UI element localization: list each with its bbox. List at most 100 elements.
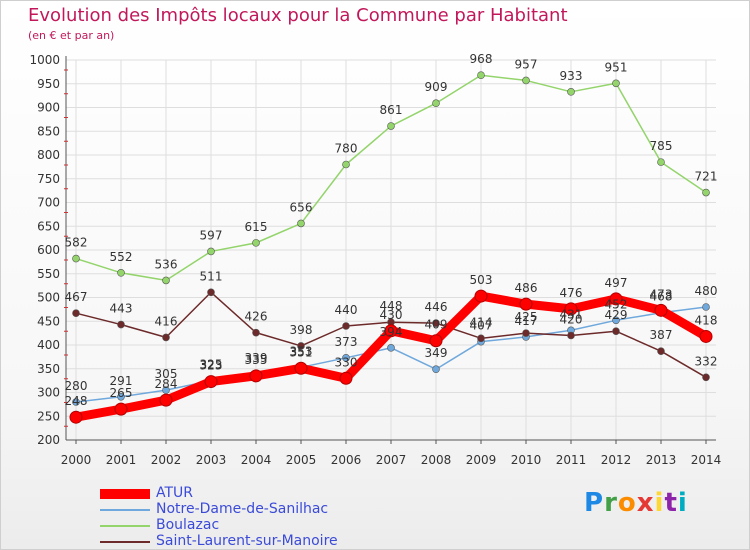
y-tick-label: 250 <box>37 409 60 423</box>
data-label-atur: 486 <box>515 281 538 295</box>
data-label-notre-dame-de-sanilhac: 280 <box>65 379 88 393</box>
data-point-atur <box>519 297 533 311</box>
data-point-saint-laurent-sur-manoire <box>522 329 530 337</box>
data-point-saint-laurent-sur-manoire <box>252 328 260 337</box>
data-label-boulazac: 615 <box>245 220 268 234</box>
data-point-boulazac <box>297 219 305 228</box>
logo-letter: x <box>636 488 655 518</box>
data-label-atur: 409 <box>425 318 448 332</box>
data-point-atur <box>699 329 713 343</box>
data-point-atur <box>294 361 308 375</box>
data-label-notre-dame-de-sanilhac: 291 <box>110 374 133 388</box>
data-point-notre-dame-de-sanilhac <box>72 398 80 406</box>
data-point-boulazac <box>117 268 125 277</box>
y-tick-label: 600 <box>37 243 60 257</box>
data-label-notre-dame-de-sanilhac: 394 <box>380 325 403 339</box>
data-label-boulazac: 933 <box>560 69 583 83</box>
data-label-atur: 476 <box>560 286 583 300</box>
x-tick-label: 2005 <box>286 453 317 467</box>
data-label-saint-laurent-sur-manoire: 467 <box>65 290 88 304</box>
data-point-saint-laurent-sur-manoire <box>117 320 125 329</box>
legend-label-notre-dame-de-sanilhac: Notre-Dame-de-Sanilhac <box>156 501 329 517</box>
data-point-saint-laurent-sur-manoire <box>162 333 170 342</box>
legend-item-notre-dame-de-sanilhac: Notre-Dame-de-Sanilhac <box>100 501 420 518</box>
data-point-notre-dame-de-sanilhac <box>432 365 440 374</box>
y-tick-label: 1000 <box>29 53 60 67</box>
data-point-atur <box>429 334 443 348</box>
data-label-saint-laurent-sur-manoire: 420 <box>560 313 583 327</box>
legend-swatch-saint-laurent-sur-manoire <box>100 541 150 543</box>
data-label-atur: 497 <box>605 276 628 290</box>
legend-swatch-boulazac <box>100 525 150 527</box>
data-label-boulazac: 968 <box>470 52 493 66</box>
proxiti-logo: Proxiti <box>584 488 688 518</box>
data-label-atur: 473 <box>650 287 673 301</box>
data-label-notre-dame-de-sanilhac: 305 <box>155 367 178 381</box>
data-label-atur: 284 <box>155 377 178 391</box>
data-label-notre-dame-de-sanilhac: 325 <box>200 358 223 372</box>
x-tick-label: 2006 <box>331 453 362 467</box>
data-label-saint-laurent-sur-manoire: 440 <box>335 303 358 317</box>
chart-title: Evolution des Impôts locaux pour la Comm… <box>28 5 568 26</box>
data-point-saint-laurent-sur-manoire <box>567 331 575 340</box>
data-label-atur: 351 <box>290 345 313 359</box>
y-tick-label: 800 <box>37 148 60 162</box>
x-tick-label: 2004 <box>241 453 272 467</box>
data-point-boulazac <box>702 188 710 197</box>
y-tick-label: 200 <box>37 433 60 447</box>
data-label-saint-laurent-sur-manoire: 426 <box>245 310 268 324</box>
data-point-boulazac <box>387 122 395 130</box>
data-point-notre-dame-de-sanilhac <box>612 316 620 325</box>
legend-label-saint-laurent-sur-manoire: Saint-Laurent-sur-Manoire <box>156 533 338 549</box>
data-label-notre-dame-de-sanilhac: 339 <box>245 351 268 365</box>
data-label-atur: 248 <box>65 394 88 408</box>
data-label-saint-laurent-sur-manoire: 446 <box>425 300 448 314</box>
legend-label-atur: ATUR <box>156 485 194 501</box>
data-label-atur: 265 <box>110 386 133 400</box>
data-point-boulazac <box>612 79 620 88</box>
data-point-notre-dame-de-sanilhac <box>387 344 395 352</box>
x-tick-label: 2011 <box>556 453 587 467</box>
data-point-atur <box>159 393 173 407</box>
data-label-atur: 330 <box>335 355 358 369</box>
data-point-atur <box>69 410 83 424</box>
data-point-boulazac <box>162 276 170 285</box>
x-tick-label: 2010 <box>511 453 542 467</box>
data-label-notre-dame-de-sanilhac: 407 <box>470 319 493 333</box>
data-label-boulazac: 780 <box>335 142 358 156</box>
x-tick-label: 2003 <box>196 453 227 467</box>
data-point-boulazac <box>477 71 485 79</box>
data-label-boulazac: 597 <box>200 228 223 242</box>
x-tick-label: 2007 <box>376 453 407 467</box>
data-point-saint-laurent-sur-manoire <box>72 309 80 317</box>
data-label-notre-dame-de-sanilhac: 480 <box>695 284 718 298</box>
data-label-atur: 418 <box>695 313 718 327</box>
data-label-notre-dame-de-sanilhac: 431 <box>560 307 583 321</box>
data-point-saint-laurent-sur-manoire <box>432 319 440 327</box>
data-label-boulazac: 536 <box>155 257 178 271</box>
y-tick-label: 500 <box>37 291 60 305</box>
data-label-saint-laurent-sur-manoire: 425 <box>515 310 538 324</box>
legend-label-boulazac: Boulazac <box>156 517 220 533</box>
data-point-boulazac <box>342 160 350 169</box>
data-point-boulazac <box>657 158 665 166</box>
data-point-boulazac <box>207 247 215 256</box>
y-tick-label: 400 <box>37 338 60 352</box>
legend-swatch-notre-dame-de-sanilhac <box>100 509 150 511</box>
data-label-atur: 323 <box>200 359 223 373</box>
data-point-saint-laurent-sur-manoire <box>702 373 710 382</box>
data-label-saint-laurent-sur-manoire: 429 <box>605 308 628 322</box>
data-label-notre-dame-de-sanilhac: 452 <box>605 297 628 311</box>
data-label-boulazac: 861 <box>380 103 403 117</box>
legend-item-saint-laurent-sur-manoire: Saint-Laurent-sur-Manoire <box>100 533 420 550</box>
y-tick-label: 950 <box>37 77 60 91</box>
x-tick-label: 2002 <box>151 453 182 467</box>
data-label-notre-dame-de-sanilhac: 468 <box>650 290 673 304</box>
data-label-notre-dame-de-sanilhac: 353 <box>290 344 313 358</box>
legend-swatch-atur <box>100 489 150 499</box>
logo-letter: o <box>617 488 637 518</box>
data-label-boulazac: 656 <box>290 200 313 214</box>
data-point-atur <box>654 303 668 317</box>
data-label-saint-laurent-sur-manoire: 416 <box>155 314 178 328</box>
